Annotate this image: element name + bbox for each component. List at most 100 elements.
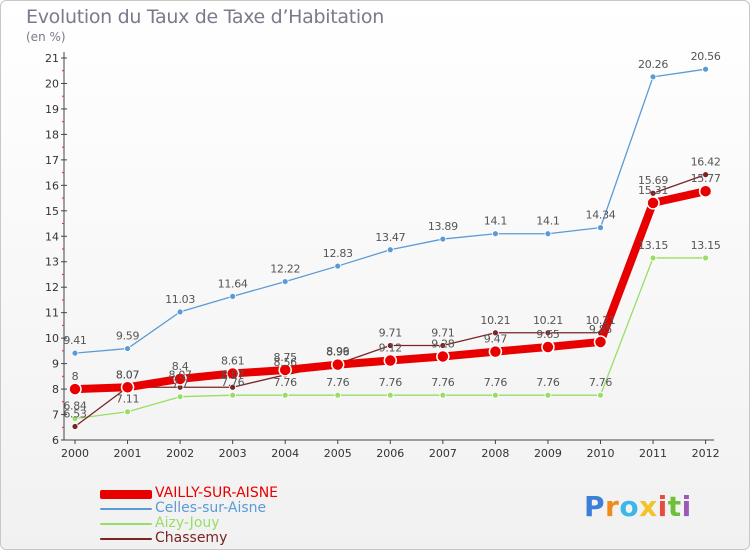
data-label: 7.76 (589, 376, 613, 389)
data-label: 10.21 (480, 314, 510, 327)
data-label: 9.47 (484, 333, 508, 346)
data-point (597, 391, 604, 399)
data-point (491, 230, 499, 238)
data-point (386, 246, 394, 254)
data-point (281, 278, 289, 285)
y-tick-label: 13 (45, 256, 59, 269)
data-label: 8.07 (221, 368, 245, 381)
y-tick-label: 7 (52, 409, 59, 422)
data-point (597, 224, 604, 232)
y-tick-label: 11 (45, 307, 59, 320)
x-tick-label: 2011 (639, 447, 667, 460)
data-label: 9.59 (116, 330, 140, 343)
data-label: 6.53 (63, 408, 87, 421)
legend-label: Celles-sur-Aisne (155, 500, 267, 516)
data-label: 14.34 (586, 209, 616, 222)
series-1 (71, 65, 709, 357)
series-2 (71, 254, 709, 423)
data-label: 9.71 (431, 327, 454, 340)
data-point (229, 391, 237, 399)
data-point (439, 342, 447, 349)
data-label: 20.26 (638, 58, 668, 71)
data-point (698, 184, 713, 198)
data-point (541, 340, 555, 354)
data-label: 7.76 (484, 376, 508, 389)
data-label: 7.11 (116, 393, 139, 406)
data-label: 12.83 (323, 247, 353, 260)
legend-swatch (100, 523, 152, 525)
data-label: 9.41 (63, 334, 86, 347)
data-label: 9.12 (379, 342, 402, 355)
data-point (439, 235, 447, 243)
data-point (229, 383, 237, 391)
data-point (646, 196, 660, 210)
data-label: 8.07 (168, 368, 192, 381)
data-labels-0: 8 8.078.4 8.61 8.75 8.96 9.12 9.28 9.47 9.65 9.85… (72, 172, 722, 383)
data-labels-3: 6.53 8.07 8.07 8.07 8.56 8.99 9.71 9.71 10.21 10.… (63, 156, 721, 421)
data-label: 14.1 (484, 215, 507, 228)
logo-letter: i (681, 490, 692, 523)
logo-letter: x (639, 490, 658, 523)
data-point (386, 391, 394, 399)
data-point (71, 349, 79, 357)
data-point (124, 408, 131, 416)
x-tick-label: 2005 (324, 447, 352, 460)
chart-title: Evolution du Taux de Taxe d’Habitation (26, 6, 384, 28)
data-label: 8 (72, 370, 79, 383)
data-point (702, 65, 709, 73)
data-label: 8.99 (326, 345, 350, 358)
data-label: 7.76 (221, 376, 245, 389)
y-tick-label: 6 (52, 434, 59, 447)
data-label: 7.76 (379, 376, 403, 389)
x-tick-label: 2002 (166, 447, 194, 460)
data-label: 13.89 (428, 220, 458, 233)
data-label: 7.76 (431, 376, 455, 389)
data-label: 14.1 (536, 215, 559, 228)
data-point (383, 353, 398, 368)
x-tick-label: 2006 (376, 447, 404, 460)
data-label: 8.96 (326, 346, 350, 359)
data-point (488, 344, 503, 359)
data-label: 11.03 (165, 293, 195, 306)
legend-swatch (100, 538, 152, 540)
y-tick-label: 17 (45, 154, 59, 167)
logo-letter: i (657, 490, 668, 523)
data-point (176, 308, 184, 316)
logo-letter: o (619, 490, 640, 523)
data-label: 8.75 (274, 351, 298, 364)
y-tick-label: 9 (52, 358, 59, 371)
legend-swatch (100, 489, 152, 499)
data-label: 7.76 (326, 376, 350, 389)
x-tick-label: 2012 (692, 447, 720, 460)
data-point (71, 415, 79, 423)
y-tick-label: 21 (45, 52, 59, 65)
data-point (436, 349, 450, 364)
data-point (649, 73, 657, 81)
data-label: 12.22 (270, 263, 300, 276)
logo-letter: P (584, 490, 606, 523)
data-label: 7.76 (536, 376, 560, 389)
data-label: 9.65 (536, 328, 560, 341)
data-label: 9.85 (589, 323, 613, 336)
data-point (544, 391, 552, 399)
data-label: 8.4 (172, 360, 189, 373)
data-label: 6.84 (63, 400, 87, 413)
data-point (386, 342, 394, 349)
data-label: 8.56 (274, 356, 298, 369)
data-label: 8.07 (116, 368, 140, 381)
data-label: 13.47 (375, 231, 405, 244)
y-tick-label: 14 (45, 230, 59, 243)
data-label: 10.21 (533, 314, 563, 327)
data-label: 13.15 (691, 239, 721, 252)
data-label: 16.42 (691, 156, 721, 169)
data-point (331, 357, 345, 372)
y-tick-label: 12 (45, 281, 59, 294)
legend-label: Chassemy (155, 530, 228, 546)
data-label: 15.31 (638, 184, 668, 197)
data-point (68, 382, 82, 396)
series-0 (68, 184, 713, 396)
data-point (491, 391, 499, 399)
legend-label: VAILLY-SUR-AISNE (155, 485, 279, 501)
legend-label: Aizy-Jouy (155, 515, 220, 531)
data-label: 15.69 (638, 174, 668, 187)
